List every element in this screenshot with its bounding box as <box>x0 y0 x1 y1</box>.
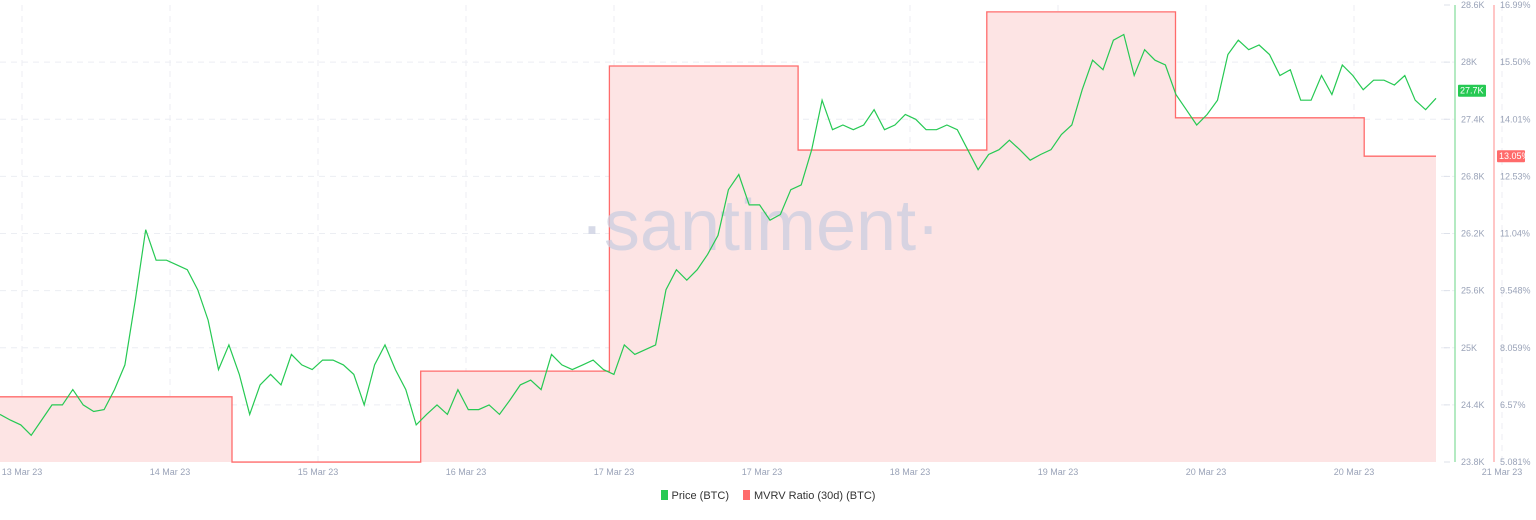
price-tick-label: 24.4K <box>1461 400 1485 410</box>
mvrv-tick-label: 14.01% <box>1500 114 1531 124</box>
price-tick-label: 28K <box>1461 57 1477 67</box>
mvrv-tick-label: 12.53% <box>1500 171 1531 181</box>
x-tick-label: 18 Mar 23 <box>890 467 931 477</box>
price-series <box>0 33 1437 437</box>
price-current-badge-bg <box>1458 84 1486 97</box>
legend-item-price[interactable]: Price (BTC) <box>660 490 729 502</box>
legend-swatch-mvrv <box>743 490 750 500</box>
mvrv-series <box>0 11 1436 463</box>
mvrv-area <box>0 11 1436 463</box>
price-tick-label: 23.8K <box>1461 457 1485 467</box>
legend-label: MVRV Ratio (30d) (BTC) <box>754 490 876 502</box>
mvrv-tick-label: 11.04% <box>1500 229 1530 239</box>
x-tick-label: 21 Mar 23 <box>1482 467 1523 477</box>
x-tick-label: 19 Mar 23 <box>1038 467 1079 477</box>
current-value-badges: 27.7K 13.05% <box>1458 84 1530 163</box>
mvrv-tick-label: 6.57% <box>1500 400 1526 410</box>
legend-item-mvrv[interactable]: MVRV Ratio (30d) (BTC) <box>743 490 875 502</box>
price-tick-label: 26.8K <box>1461 171 1485 181</box>
price-line <box>0 33 1437 437</box>
x-tick-label: 13 Mar 23 <box>2 467 43 477</box>
x-tick-label: 15 Mar 23 <box>298 467 339 477</box>
legend-label: Price (BTC) <box>671 490 729 502</box>
price-tick-label: 27.4K <box>1461 114 1485 124</box>
x-tick-label: 17 Mar 23 <box>594 467 635 477</box>
mvrv-current-badge: 13.05% <box>1499 151 1530 161</box>
mvrv-current-badge-bg <box>1497 150 1525 163</box>
x-tick-label: 20 Mar 23 <box>1334 467 1375 477</box>
x-tick-label: 14 Mar 23 <box>150 467 191 477</box>
mvrv-tick-label: 8.059% <box>1500 343 1531 353</box>
x-tick-label: 17 Mar 23 <box>742 467 783 477</box>
watermark: ·santiment· <box>580 186 940 266</box>
price-tick-label: 28.6K <box>1461 0 1485 10</box>
price-tick-label: 25.6K <box>1461 286 1485 296</box>
mvrv-tick-label: 16.99% <box>1500 0 1531 10</box>
x-axis: 13 Mar 23 14 Mar 23 15 Mar 23 16 Mar 23 17 M… <box>2 467 1523 477</box>
mvrv-tick-label: 9.548% <box>1500 286 1531 296</box>
chart: ·santiment· 28.6K 28K 27.4K 26.8K 26.2K 25.6K… <box>0 0 1531 477</box>
x-tick-label: 16 Mar 23 <box>446 467 487 477</box>
legend: Price (BTC) MVRV Ratio (30d) (BTC) <box>0 490 1536 502</box>
mvrv-axis: 16.99% 15.50% 14.01% 12.53% 11.04% 9.548% 8.05… <box>1500 0 1531 467</box>
legend-swatch-price <box>660 490 668 500</box>
mvrv-line <box>0 11 1436 463</box>
price-tick-label: 26.2K <box>1461 229 1485 239</box>
price-axis: 28.6K 28K 27.4K 26.8K 26.2K 25.6K 25K 24.4K 23.8… <box>1444 0 1485 467</box>
mvrv-tick-label: 5.081% <box>1500 457 1531 467</box>
price-current-badge: 27.7K <box>1460 86 1484 96</box>
price-tick-label: 25K <box>1461 343 1477 353</box>
x-tick-label: 20 Mar 23 <box>1186 467 1227 477</box>
mvrv-tick-label: 15.50% <box>1500 57 1531 67</box>
